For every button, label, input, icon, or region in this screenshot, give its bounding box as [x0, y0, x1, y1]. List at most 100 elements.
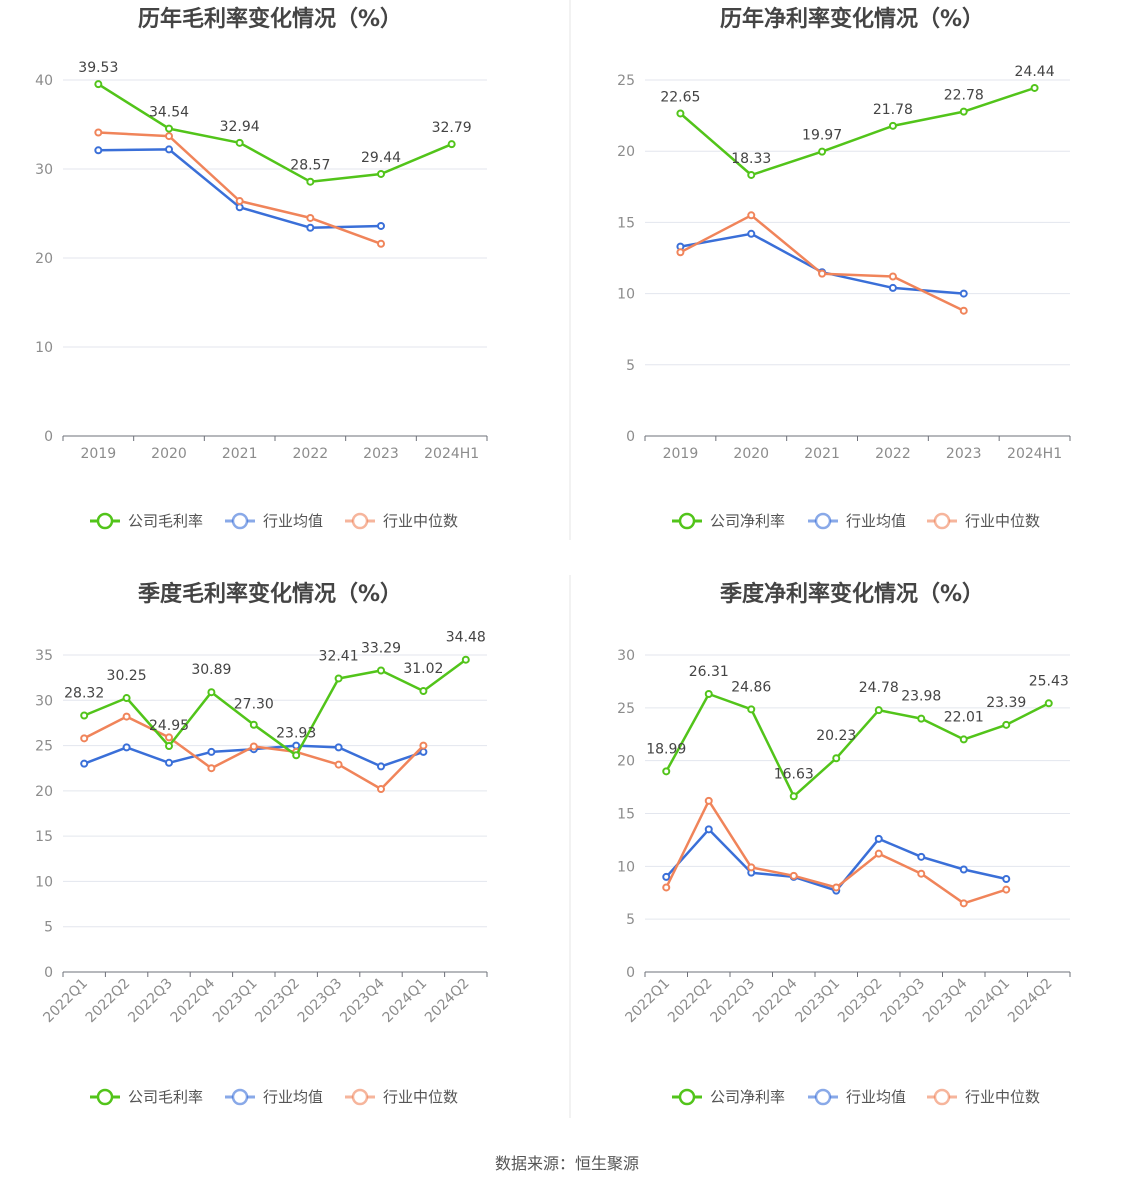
data-label: 21.78 — [873, 102, 913, 118]
data-point — [1002, 885, 1011, 894]
y-tick-label: 30 — [617, 648, 635, 664]
chart-title: 季度净利率变化情况（%） — [720, 581, 984, 607]
y-tick-label: 5 — [626, 912, 635, 928]
data-point — [1002, 720, 1011, 729]
data-point — [789, 792, 798, 801]
data-point — [1030, 83, 1039, 92]
legend-label: 行业均值 — [846, 1088, 906, 1106]
data-label: 24.44 — [1015, 64, 1055, 80]
series-line — [665, 828, 1007, 892]
data-label: 19.97 — [802, 128, 842, 144]
chart-panel-2: 历年净利率变化情况（%） 0 5 10 15 20 25 2019 2020 2021 2022 20… — [617, 6, 1071, 530]
series-line — [98, 148, 382, 229]
data-label: 18.99 — [646, 741, 686, 757]
data-point — [207, 688, 216, 697]
y-tick-label: 20 — [617, 144, 635, 160]
legend-marker — [814, 512, 832, 530]
data-point — [306, 213, 315, 222]
legend-label: 公司净利率 — [710, 512, 785, 530]
data-point — [377, 239, 385, 248]
data-label: 34.54 — [149, 105, 189, 121]
y-tick-label: 10 — [35, 340, 53, 356]
data-source-note: 数据来源：恒生聚源 — [494, 1154, 639, 1173]
data-point — [662, 872, 671, 881]
x-tick-label: 2022Q2 — [83, 976, 134, 1027]
legend-marker — [933, 1088, 951, 1106]
legend-marker — [351, 512, 369, 530]
legend-marker — [678, 1088, 696, 1106]
data-label: 32.79 — [432, 120, 472, 136]
data-point — [334, 760, 343, 769]
data-point — [959, 107, 968, 116]
data-point — [377, 666, 385, 675]
x-tick-label: 2022 — [293, 446, 329, 462]
data-label: 18.33 — [731, 151, 771, 167]
data-point — [832, 883, 841, 892]
y-tick-label: 5 — [44, 920, 53, 936]
x-tick-label: 2023Q3 — [877, 976, 928, 1027]
legend-marker — [231, 1088, 249, 1106]
data-point — [447, 140, 456, 149]
legend-label: 行业均值 — [263, 512, 323, 530]
legend-marker — [351, 1088, 369, 1106]
chart-title: 历年毛利率变化情况（%） — [138, 6, 402, 32]
data-point — [662, 767, 671, 776]
data-point — [165, 758, 173, 767]
data-point — [676, 248, 685, 257]
y-tick-label: 15 — [35, 829, 53, 845]
legend-marker — [96, 1088, 114, 1106]
data-point — [235, 203, 244, 212]
y-tick-label: 15 — [617, 807, 635, 823]
x-tick-label: 2023Q4 — [920, 975, 971, 1026]
x-tick-label: 2021 — [222, 446, 258, 462]
data-point — [80, 734, 89, 743]
series-line — [679, 214, 965, 312]
data-point — [676, 109, 685, 118]
y-tick-label: 5 — [626, 358, 635, 374]
data-label: 33.29 — [361, 640, 401, 656]
y-tick-label: 30 — [35, 693, 53, 709]
data-point — [292, 751, 301, 760]
x-tick-label: 2023 — [363, 446, 399, 462]
legend-label: 行业均值 — [263, 1088, 323, 1106]
data-point — [94, 146, 103, 155]
data-label: 30.89 — [191, 662, 231, 678]
data-point — [306, 177, 315, 186]
x-tick-label: 2022Q4 — [168, 975, 219, 1026]
data-label: 24.95 — [149, 718, 189, 734]
data-point — [80, 759, 89, 768]
x-tick-label: 2023 — [946, 446, 982, 462]
data-point — [94, 128, 103, 137]
data-point — [874, 706, 883, 715]
y-tick-label: 20 — [35, 251, 53, 267]
data-label: 32.41 — [319, 648, 359, 664]
y-tick-label: 10 — [617, 287, 635, 303]
data-point — [377, 785, 385, 794]
data-label: 39.53 — [78, 60, 118, 76]
y-tick-label: 25 — [35, 739, 53, 755]
series-line — [83, 658, 467, 757]
data-label: 32.94 — [220, 119, 260, 135]
data-point — [235, 138, 244, 147]
data-point — [959, 289, 968, 298]
series-line — [97, 83, 453, 183]
data-point — [959, 735, 968, 744]
x-tick-label: 2023Q3 — [295, 976, 346, 1027]
data-point — [747, 863, 756, 872]
data-point — [122, 712, 131, 721]
data-point — [461, 655, 470, 664]
data-point — [888, 272, 897, 281]
data-point — [1044, 699, 1053, 708]
data-point — [419, 687, 428, 696]
data-point — [419, 741, 428, 750]
y-tick-label: 40 — [35, 73, 53, 89]
data-point — [207, 764, 216, 773]
data-point — [959, 865, 968, 874]
y-tick-label: 25 — [617, 73, 635, 89]
x-tick-label: 2021 — [804, 446, 840, 462]
x-tick-label: 2024Q1 — [962, 976, 1013, 1027]
data-label: 26.31 — [689, 664, 729, 680]
x-tick-label: 2023Q2 — [835, 976, 886, 1027]
data-label: 24.86 — [731, 679, 771, 695]
legend-label: 公司净利率 — [710, 1088, 785, 1106]
